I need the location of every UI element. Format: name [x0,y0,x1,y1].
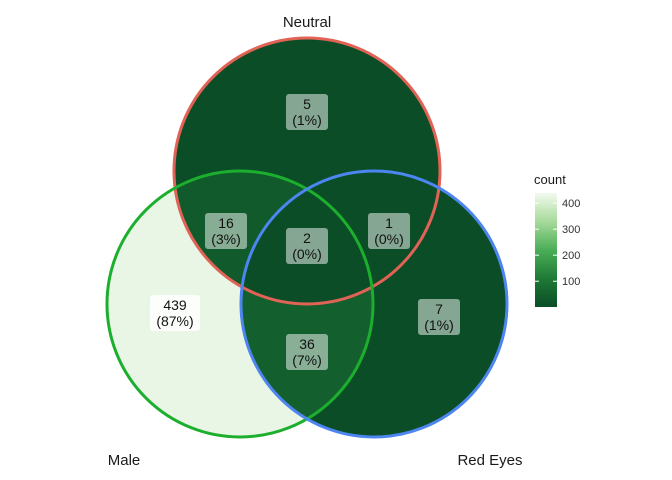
legend-tick-label: 300 [562,224,580,236]
region-label-box [286,334,328,370]
region-percent: (87%) [156,313,193,329]
region-label-box [368,213,410,249]
region-count: 7 [435,301,443,317]
region-label-box [286,228,328,264]
region-label-male-only: 439(87%) [150,295,200,331]
legend-tick-label: 200 [562,250,580,262]
set-outline-red-eyes [239,169,509,439]
region-percent: (3%) [211,231,241,247]
region-percent: (0%) [374,231,404,247]
set-outline-male [105,169,375,439]
region-label-redeyes-only: 7(1%) [418,299,460,335]
region-label-box [150,295,200,331]
legend-tick-label: 100 [562,276,580,288]
region-label-box [286,94,328,130]
color-legend: count 400 300 200 100 [534,172,580,307]
region-label-box [205,213,247,249]
set-outline-neutral [172,36,442,306]
region-count: 439 [163,297,187,313]
set-label-neutral: Neutral [283,14,331,31]
region-count: 5 [303,96,311,112]
set-label-male: Male [108,452,141,469]
region-label-neutral-male: 16(3%) [205,213,247,249]
region-label-male-redeyes: 36(7%) [286,334,328,370]
region-count: 16 [218,215,234,231]
region-percent: (0%) [292,246,322,262]
region-label-neutral-only: 5(1%) [286,94,328,130]
region-percent: (7%) [292,352,322,368]
region-count: 36 [299,336,315,352]
region-label-all-three: 2(0%) [286,228,328,264]
region-label-neutral-redeyes: 1(0%) [368,213,410,249]
region-percent: (1%) [424,317,454,333]
legend-colorbar [535,193,557,307]
region-count: 1 [385,215,393,231]
region-count: 2 [303,230,311,246]
region-label-box [418,299,460,335]
legend-tick-label: 400 [562,198,580,210]
set-label-red-eyes: Red Eyes [457,452,522,469]
region-percent: (1%) [292,112,322,128]
legend-title: count [534,172,566,187]
